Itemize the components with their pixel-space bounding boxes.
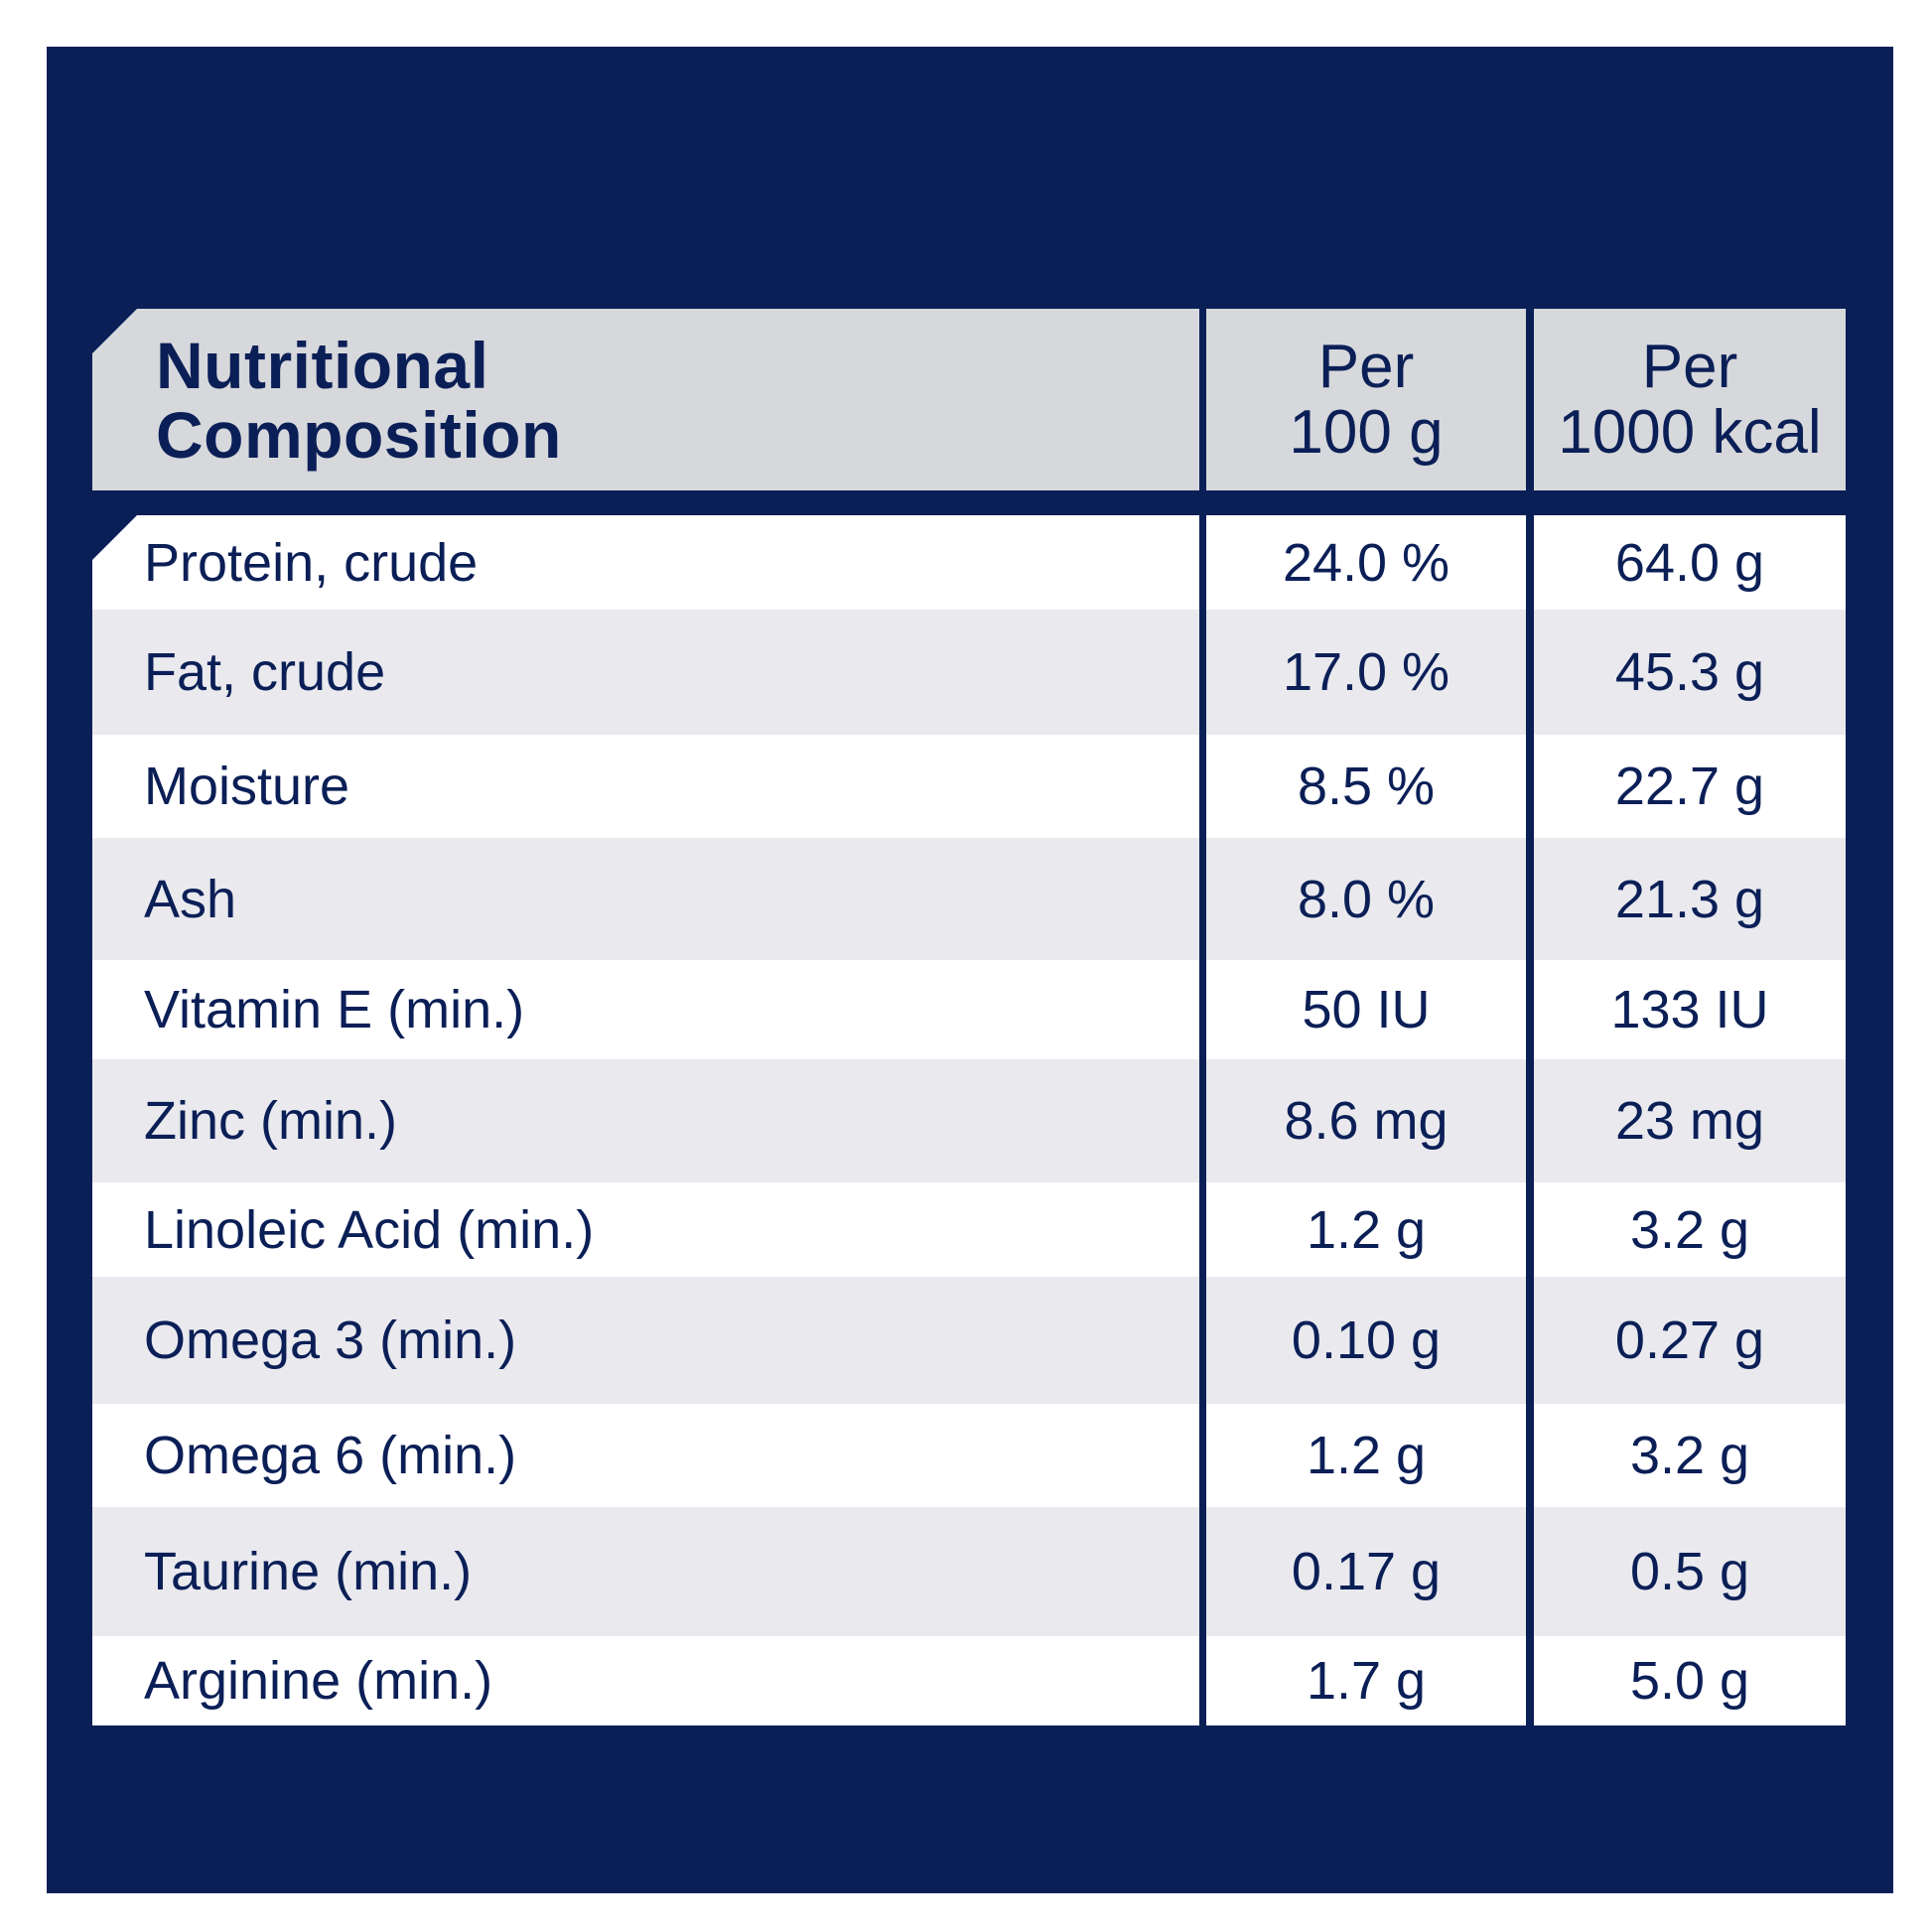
row-per-1000kcal: 22.7 g xyxy=(1534,735,1846,838)
row-name: Vitamin E (min.) xyxy=(92,960,1199,1059)
row-per-100g: 24.0 % xyxy=(1206,515,1526,610)
row-per-1000kcal: 23 mg xyxy=(1534,1059,1846,1182)
header-nutritional-composition: Nutritional Composition xyxy=(92,309,1199,490)
row-name: Zinc (min.) xyxy=(92,1059,1199,1182)
row-per-100g: 8.0 % xyxy=(1206,838,1526,960)
row-name: Moisture xyxy=(92,735,1199,838)
row-name: Taurine (min.) xyxy=(92,1507,1199,1636)
row-per-1000kcal: 45.3 g xyxy=(1534,610,1846,735)
row-per-1000kcal: 133 IU xyxy=(1534,960,1846,1059)
header-per-1000kcal: Per 1000 kcal xyxy=(1534,309,1846,490)
row-per-100g: 50 IU xyxy=(1206,960,1526,1059)
row-name: Omega 3 (min.) xyxy=(92,1277,1199,1404)
row-per-1000kcal: 3.2 g xyxy=(1534,1404,1846,1507)
row-per-100g: 1.2 g xyxy=(1206,1404,1526,1507)
row-per-100g: 0.17 g xyxy=(1206,1507,1526,1636)
row-per-1000kcal: 5.0 g xyxy=(1534,1636,1846,1725)
row-per-1000kcal: 0.5 g xyxy=(1534,1507,1846,1636)
row-per-1000kcal: 3.2 g xyxy=(1534,1182,1846,1277)
row-per-1000kcal: 21.3 g xyxy=(1534,838,1846,960)
row-name: Fat, crude xyxy=(92,610,1199,735)
row-name: Omega 6 (min.) xyxy=(92,1404,1199,1507)
row-name: Arginine (min.) xyxy=(92,1636,1199,1725)
row-per-1000kcal: 0.27 g xyxy=(1534,1277,1846,1404)
row-per-1000kcal: 64.0 g xyxy=(1534,515,1846,610)
row-per-100g: 8.5 % xyxy=(1206,735,1526,838)
header-per-100g: Per 100 g xyxy=(1206,309,1526,490)
row-name: Linoleic Acid (min.) xyxy=(92,1182,1199,1277)
header-per-100g-label: Per 100 g xyxy=(1289,332,1444,467)
nutrition-panel: Nutritional Composition Per 100 g Per 10… xyxy=(47,47,1893,1893)
row-per-100g: 0.10 g xyxy=(1206,1277,1526,1404)
row-name: Ash xyxy=(92,838,1199,960)
row-per-100g: 17.0 % xyxy=(1206,610,1526,735)
row-name: Protein, crude xyxy=(92,515,1199,610)
row-per-100g: 8.6 mg xyxy=(1206,1059,1526,1182)
header-per-1000kcal-label: Per 1000 kcal xyxy=(1558,332,1822,467)
row-per-100g: 1.2 g xyxy=(1206,1182,1526,1277)
header-nutritional-composition-label: Nutritional Composition xyxy=(156,328,562,472)
row-per-100g: 1.7 g xyxy=(1206,1636,1526,1725)
